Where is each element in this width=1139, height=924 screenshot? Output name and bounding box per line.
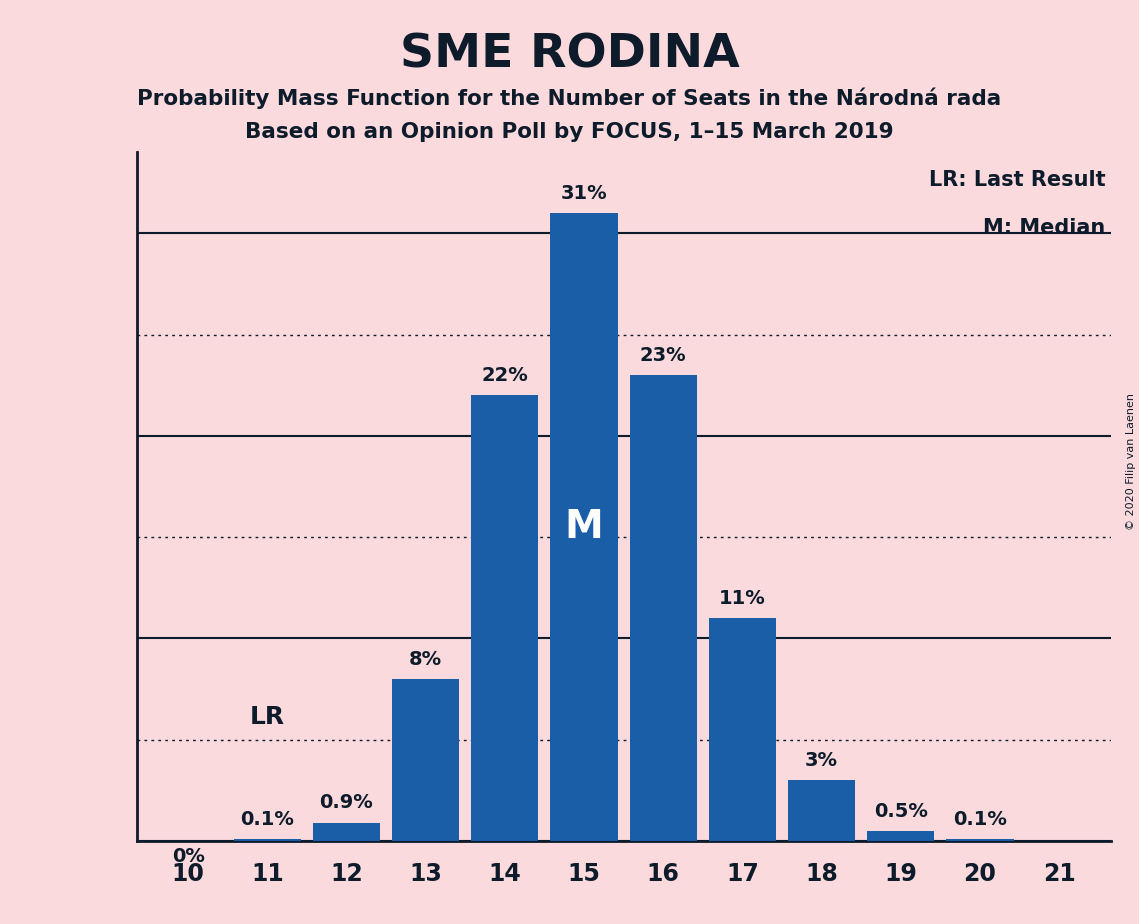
- Text: 31%: 31%: [560, 184, 607, 203]
- Text: SME RODINA: SME RODINA: [400, 32, 739, 78]
- Text: Probability Mass Function for the Number of Seats in the Národná rada: Probability Mass Function for the Number…: [138, 88, 1001, 109]
- Text: 11%: 11%: [719, 589, 765, 608]
- Text: M: M: [565, 508, 604, 546]
- Bar: [708, 618, 776, 841]
- Text: 0.5%: 0.5%: [874, 802, 927, 821]
- Text: LR: Last Result: LR: Last Result: [929, 170, 1106, 189]
- Text: M: Median: M: Median: [983, 218, 1106, 237]
- Bar: [867, 831, 934, 841]
- Bar: [233, 839, 301, 841]
- Text: 22%: 22%: [482, 366, 528, 385]
- Bar: [550, 213, 617, 841]
- Text: Based on an Opinion Poll by FOCUS, 1–15 March 2019: Based on an Opinion Poll by FOCUS, 1–15 …: [245, 122, 894, 142]
- Bar: [947, 839, 1014, 841]
- Bar: [313, 822, 380, 841]
- Text: 0.1%: 0.1%: [240, 809, 294, 829]
- Text: 8%: 8%: [409, 650, 442, 669]
- Text: 0.1%: 0.1%: [953, 809, 1007, 829]
- Bar: [472, 395, 539, 841]
- Bar: [392, 679, 459, 841]
- Text: 3%: 3%: [805, 751, 838, 770]
- Text: 0.9%: 0.9%: [320, 794, 374, 812]
- Text: © 2020 Filip van Laenen: © 2020 Filip van Laenen: [1126, 394, 1136, 530]
- Text: 23%: 23%: [640, 346, 687, 365]
- Text: LR: LR: [249, 706, 285, 729]
- Bar: [630, 375, 697, 841]
- Bar: [788, 780, 855, 841]
- Text: 0%: 0%: [172, 847, 205, 866]
